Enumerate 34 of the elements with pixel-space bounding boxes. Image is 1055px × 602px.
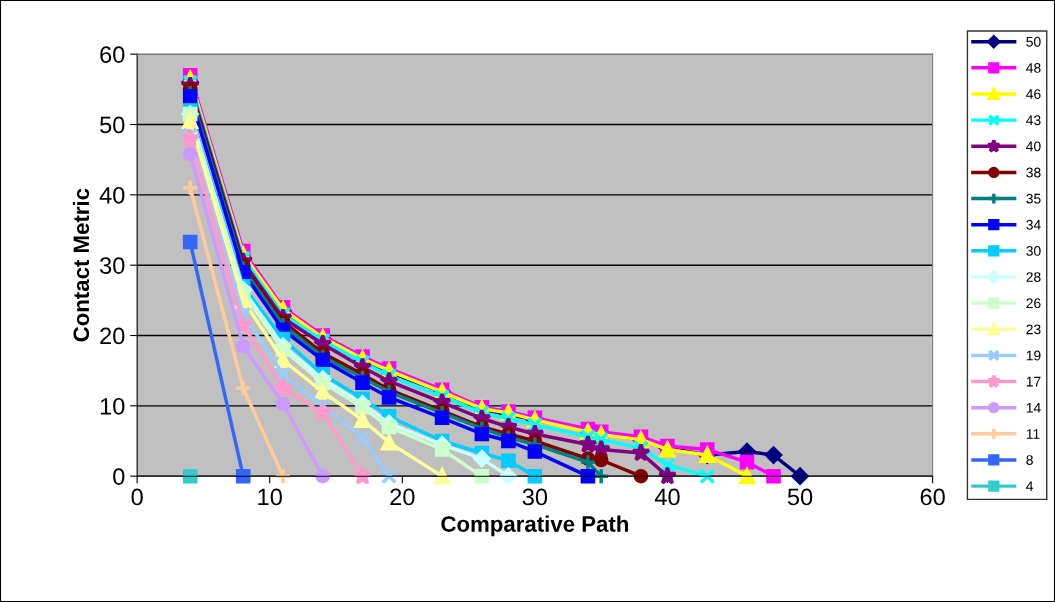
x-axis-title: Comparative Path: [441, 515, 628, 537]
legend-label: 30: [1026, 246, 1041, 256]
legend-label: 38: [1026, 167, 1041, 178]
y-tick-label: 60: [100, 46, 125, 63]
y-tick-label: 10: [100, 397, 125, 415]
y-tick-label: 40: [99, 186, 125, 204]
legend-label: 46: [1026, 89, 1041, 99]
y-tick-label: 20: [100, 327, 125, 345]
x-tick-label: 10: [258, 488, 282, 506]
y-tick-label: 50: [100, 116, 125, 134]
legend-label: 8: [1026, 455, 1033, 465]
legend-label: 4: [1026, 481, 1034, 491]
legend-label: 43: [1026, 115, 1041, 126]
x-tick-label: 30: [522, 488, 548, 506]
x-tick-label: 60: [920, 488, 945, 506]
legend-label: 35: [1026, 193, 1041, 204]
legend-label: 23: [1026, 324, 1041, 335]
legend-label: 11: [1026, 429, 1040, 439]
legend-label: 28: [1026, 272, 1041, 282]
x-tick-label: 50: [787, 488, 813, 506]
legend-label: 48: [1026, 63, 1041, 73]
legend-label: 14: [1026, 403, 1041, 413]
y-axis-title: Contact Metric: [72, 188, 90, 342]
legend-label: 17: [1026, 376, 1041, 387]
x-tick-label: 20: [390, 488, 415, 506]
legend-label: 26: [1026, 298, 1041, 309]
y-tick-label: 0: [113, 468, 125, 485]
x-tick-label: 0: [131, 488, 143, 506]
x-tick-label: 40: [654, 488, 680, 506]
legend-label: 40: [1026, 141, 1041, 152]
y-tick-label: 30: [99, 257, 125, 274]
legend-label: 34: [1026, 219, 1041, 230]
legend-label: 50: [1026, 36, 1041, 47]
legend-label: 19: [1026, 350, 1041, 361]
